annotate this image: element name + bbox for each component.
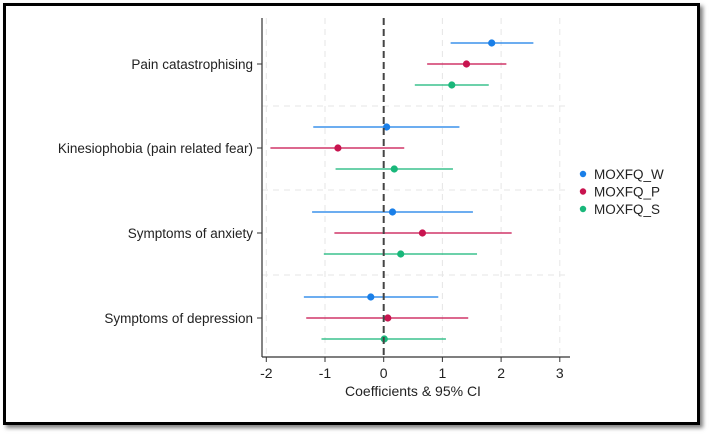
point-estimate <box>462 60 471 68</box>
legend-label: MOXFQ_S <box>594 202 660 217</box>
legend-marker <box>579 205 587 213</box>
point-estimate <box>383 123 391 131</box>
point-estimate <box>388 208 397 216</box>
x-tick-label: 3 <box>556 365 564 381</box>
y-tick-label: Pain catastrophising <box>131 57 253 72</box>
figure-border <box>3 3 700 425</box>
point-estimate <box>384 314 392 322</box>
point-estimate <box>334 144 342 152</box>
legend-label: MOXFQ_P <box>594 185 660 200</box>
x-tick-label: -1 <box>319 365 332 381</box>
legend-marker <box>579 170 587 178</box>
legend-label: MOXFQ_W <box>594 167 664 182</box>
point-estimate <box>448 81 456 89</box>
y-tick-label: Symptoms of anxiety <box>128 226 254 241</box>
point-estimate <box>397 250 405 258</box>
x-tick-label: 0 <box>380 365 388 381</box>
point-estimate <box>418 229 427 237</box>
x-tick-label: 2 <box>497 365 505 381</box>
point-estimate <box>488 39 496 47</box>
y-tick-label: Kinesiophobia (pain related fear) <box>58 141 253 156</box>
x-tick-label: 1 <box>439 365 447 381</box>
x-tick-label: -2 <box>260 365 273 381</box>
legend-marker <box>579 188 587 195</box>
point-estimate <box>367 293 375 301</box>
point-estimate <box>390 165 398 173</box>
x-axis-label: Coefficients & 95% CI <box>345 383 481 399</box>
y-tick-label: Symptoms of depression <box>104 311 253 326</box>
